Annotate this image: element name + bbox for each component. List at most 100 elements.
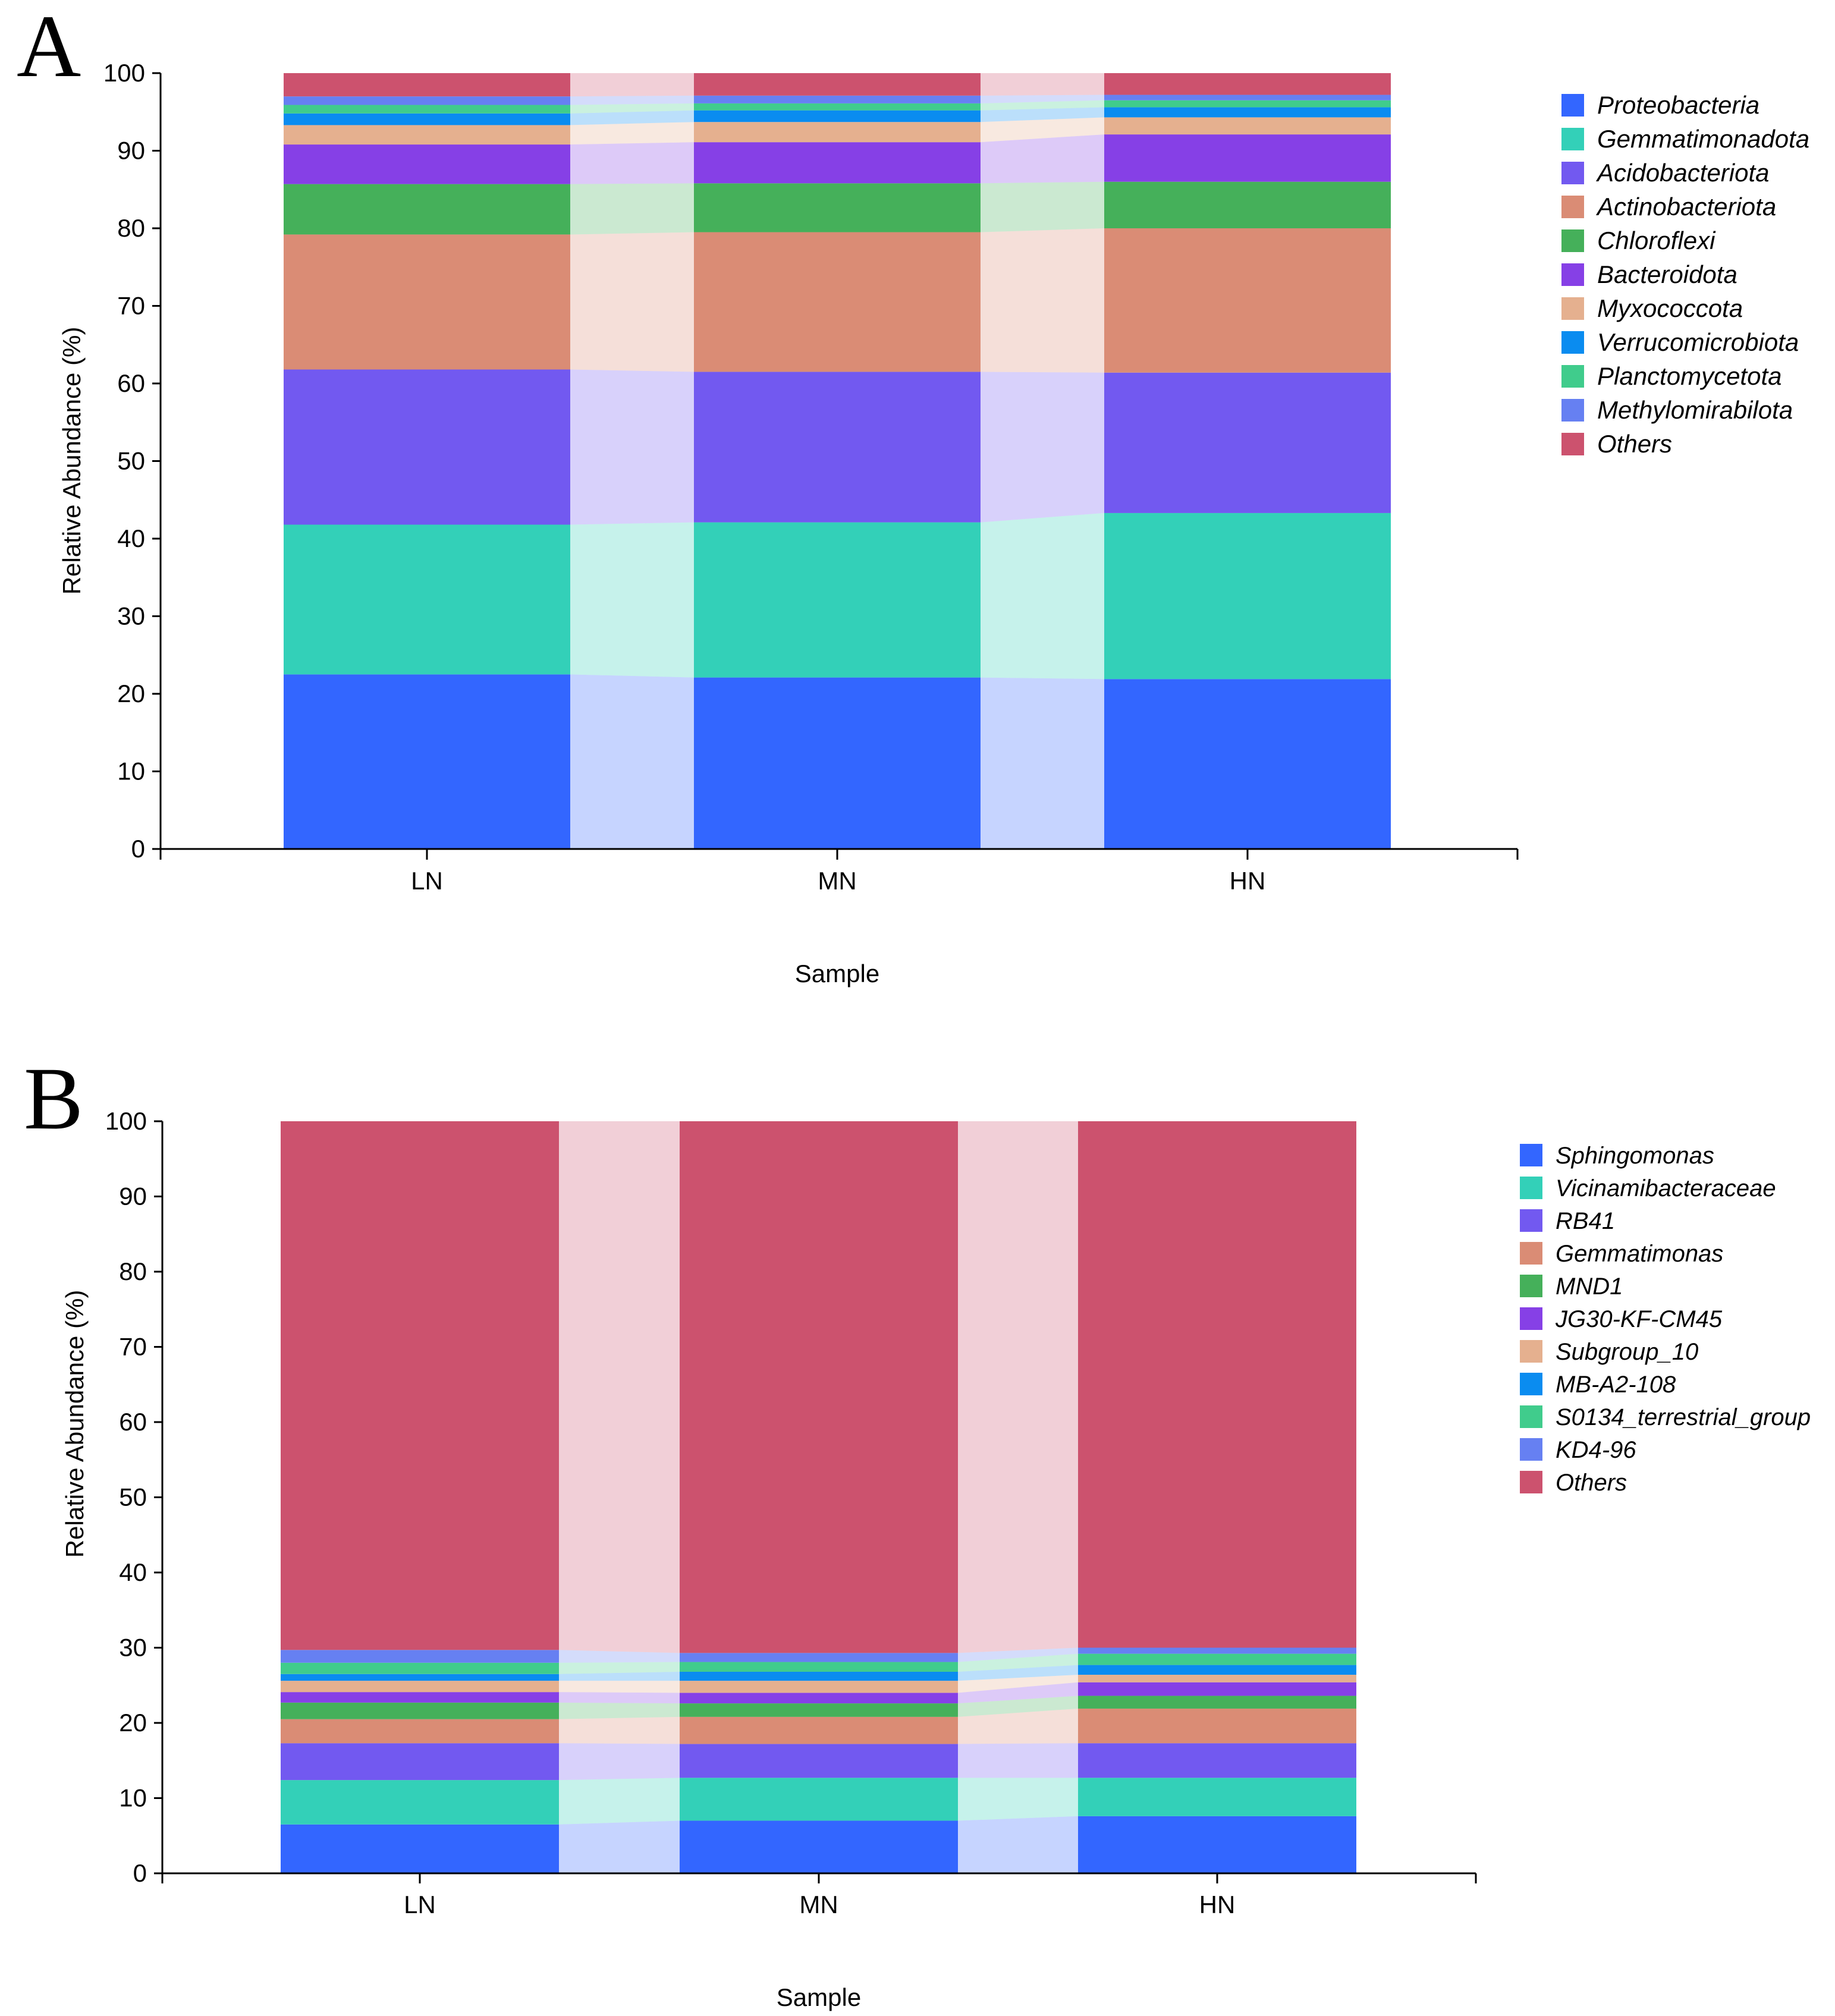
plot-area: [284, 73, 1391, 849]
legend-item: RB41: [1520, 1208, 1615, 1234]
y-tick-label: 70: [119, 1333, 147, 1361]
flow-band: [559, 1702, 680, 1719]
legend-swatch: [1561, 128, 1584, 150]
bar-segment: [694, 73, 981, 96]
legend-swatch: [1520, 1209, 1542, 1232]
bar-segment: [1104, 117, 1391, 135]
bar-segment: [284, 234, 570, 370]
legend-swatch: [1520, 1340, 1542, 1363]
bar-segment: [694, 142, 981, 184]
legend-swatch: [1561, 94, 1584, 117]
bar-segment: [694, 183, 981, 232]
flow-band: [981, 73, 1104, 96]
legend-label: Bacteroidota: [1597, 260, 1737, 288]
bar-segment: [680, 1716, 958, 1744]
bar-segment: [284, 184, 570, 235]
bar-segment: [1078, 1778, 1356, 1816]
flow-band: [958, 1778, 1078, 1821]
legend-label: Acidobacteriota: [1595, 159, 1770, 187]
bar-segment: [284, 96, 570, 105]
bar-segment: [680, 1693, 958, 1704]
flow-band: [981, 228, 1104, 373]
legend: Proteobacteria Gemmatimonadota Acidobacter…: [1561, 91, 1809, 458]
legend-item: Methylomirabilota: [1561, 396, 1793, 424]
flow-band: [981, 134, 1104, 184]
flow-band: [559, 1820, 680, 1873]
flow-band: [570, 110, 694, 125]
legend-swatch: [1561, 229, 1584, 252]
y-axis: 0 10 20 30 40 50 60 70 80 90 100: [103, 59, 162, 863]
bar-segment: [1078, 1816, 1356, 1873]
legend-swatch: [1561, 263, 1584, 286]
bar-segment: [1104, 73, 1391, 95]
legend-swatch: [1520, 1307, 1542, 1330]
bar-segment: [1104, 372, 1391, 513]
legend-item: JG30-KF-CM45: [1520, 1306, 1723, 1332]
bar-segment: [1078, 1708, 1356, 1744]
legend-item: Others: [1561, 430, 1672, 458]
x-axis: LN MN HN: [159, 848, 1519, 895]
x-tick-label: LN: [404, 1891, 436, 1918]
flow-band: [958, 1121, 1078, 1653]
x-tick-label: HN: [1230, 867, 1266, 895]
flow-band: [958, 1682, 1078, 1704]
flow-band: [981, 117, 1104, 143]
flow-band: [981, 372, 1104, 523]
y-tick-label: 60: [117, 369, 145, 397]
y-tick-label: 60: [119, 1408, 147, 1436]
bar-segment: [1104, 95, 1391, 100]
flow-band: [981, 107, 1104, 122]
y-axis: 0 10 20 30 40 50 60 70 80 90 100: [105, 1107, 164, 1887]
legend-item: MB-A2-108: [1520, 1372, 1676, 1398]
x-tick-label: LN: [411, 867, 443, 895]
legend-label: Verrucomicrobiota: [1597, 328, 1799, 356]
flow-band: [958, 1743, 1078, 1778]
flow-band: [958, 1665, 1078, 1681]
bar-segment: [284, 73, 570, 97]
y-tick-label: 20: [117, 680, 145, 707]
flow-band: [570, 232, 694, 372]
bar-segment: [281, 1662, 559, 1674]
flow-band: [958, 1675, 1078, 1693]
bar-segment: [1104, 228, 1391, 373]
legend-swatch: [1561, 331, 1584, 354]
legend-label: Methylomirabilota: [1597, 396, 1793, 424]
flow-band: [570, 183, 694, 235]
legend-label: MND1: [1556, 1273, 1623, 1300]
bar-segment: [680, 1662, 958, 1672]
bar-segment: [1078, 1653, 1356, 1665]
flow-band: [981, 512, 1104, 680]
legend-label: Subgroup_10: [1556, 1339, 1698, 1365]
y-tick-label: 50: [117, 447, 145, 475]
flow-band: [559, 1743, 680, 1781]
y-tick-label: 100: [103, 59, 145, 87]
flow-band: [559, 1692, 680, 1704]
y-tick-label: 10: [117, 757, 145, 785]
bar-segment: [680, 1778, 958, 1821]
bar-segment: [680, 1703, 958, 1717]
bar-segment: [1078, 1682, 1356, 1696]
bar-segment: [1104, 107, 1391, 118]
legend-item: Verrucomicrobiota: [1561, 328, 1799, 356]
flow-band: [570, 73, 694, 97]
x-tick-label: MN: [799, 1891, 838, 1918]
bar-segment: [694, 95, 981, 103]
legend-item: Sphingomonas: [1520, 1143, 1714, 1169]
flow-band: [981, 677, 1104, 849]
bar-segment: [1078, 1665, 1356, 1675]
legend-item: Chloroflexi: [1561, 227, 1716, 254]
flow-band: [981, 95, 1104, 103]
y-tick-label: 80: [119, 1257, 147, 1285]
bar-segment: [281, 1719, 559, 1744]
y-tick-label: 50: [119, 1483, 147, 1511]
bar-segment: [680, 1744, 958, 1778]
bar-segment: [680, 1653, 958, 1662]
y-tick-label: 0: [133, 1859, 147, 1887]
legend-label: Actinobacteriota: [1595, 193, 1776, 221]
legend-swatch: [1520, 1275, 1542, 1297]
y-axis-label: Relative Abundance (%): [58, 327, 86, 595]
y-tick-label: 100: [105, 1107, 147, 1135]
panel-letter: B: [24, 1049, 83, 1148]
legend-item: Gemmatimonadota: [1561, 125, 1809, 153]
